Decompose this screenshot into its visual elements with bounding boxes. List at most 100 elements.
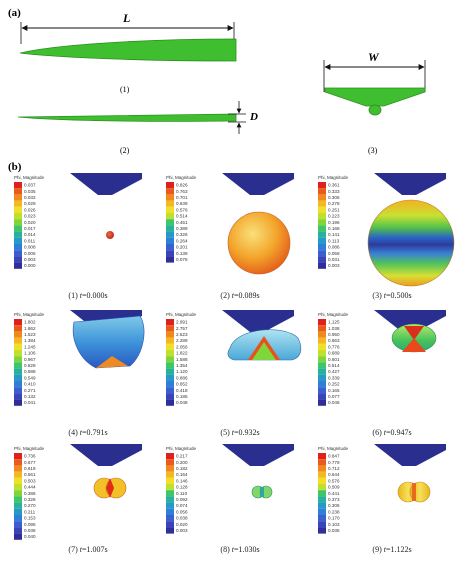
legend-swatch	[166, 399, 174, 406]
legend-value: 0.000	[24, 263, 36, 268]
legend-value: 0.026	[24, 207, 36, 212]
legend-swatch	[14, 206, 22, 213]
legend-swatch	[318, 200, 326, 207]
legend-swatch	[318, 343, 326, 350]
legend-value: 0.037	[24, 183, 36, 188]
legend-value: 0.217	[176, 454, 188, 459]
legend-value: 0.014	[24, 232, 36, 237]
legend-swatch	[318, 399, 326, 406]
legend-value: 0.333	[328, 189, 340, 194]
legend-value: 0.058	[328, 251, 340, 256]
legend-value: 0.020	[24, 220, 36, 225]
droplet	[367, 199, 455, 287]
legend-value: 0.036	[24, 528, 36, 533]
legend-value: 0.863	[328, 338, 340, 343]
legend-swatch	[166, 256, 174, 263]
panel-caption: (7) t=1.007s	[68, 545, 107, 554]
legend-value: 0.328	[24, 497, 36, 502]
legend-swatch	[14, 496, 22, 503]
legend-swatch	[14, 337, 22, 344]
legend-swatch	[14, 477, 22, 484]
legend-swatch	[14, 471, 22, 478]
plate	[222, 310, 294, 332]
legend-value: 0.074	[176, 503, 188, 508]
legend-value: 0.211	[24, 509, 36, 514]
legend-swatch	[14, 213, 22, 220]
legend-swatch	[166, 350, 174, 357]
width-symbol: W	[368, 50, 380, 64]
legend-value: 0.048	[176, 400, 188, 405]
legend-value: 0.076	[176, 257, 188, 262]
legend-title: Phi, Magnitude	[166, 312, 197, 317]
legend-swatch	[318, 515, 326, 522]
legend-value: 0.017	[24, 226, 36, 231]
legend-swatch	[14, 325, 22, 332]
legend-swatch	[166, 453, 174, 460]
legend-swatch	[318, 393, 326, 400]
legend-value: 0.418	[176, 388, 188, 393]
plate	[222, 173, 294, 195]
legend-swatch	[14, 262, 22, 269]
legend-swatch	[318, 502, 326, 509]
legend-value: 0.238	[328, 509, 340, 514]
legend-swatch	[14, 453, 22, 460]
legend-swatch	[166, 213, 174, 220]
plate	[374, 444, 446, 466]
legend-value: 0.168	[328, 226, 340, 231]
legend-swatch	[166, 343, 174, 350]
legend-value: 0.005	[24, 251, 36, 256]
legend-swatch	[14, 490, 22, 497]
legend-swatch	[166, 250, 174, 257]
legend-swatch	[14, 368, 22, 375]
legend-swatch	[14, 356, 22, 363]
legend-swatch	[166, 362, 174, 369]
legend-value: 0.652	[176, 382, 188, 387]
legend-swatch	[318, 206, 326, 213]
legend-title: Phi, Magnitude	[166, 446, 197, 451]
legend-value: 1.588	[176, 357, 188, 362]
legend-swatch	[166, 393, 174, 400]
legend-value: 0.444	[24, 485, 36, 490]
legend-swatch	[318, 508, 326, 515]
legend-value: 1.038	[328, 326, 340, 331]
legend-swatch	[318, 465, 326, 472]
legend-value: 0.165	[328, 388, 340, 393]
legend-value: 0.847	[328, 454, 340, 459]
hull-side-view	[17, 113, 237, 122]
plate	[374, 173, 446, 195]
legend-swatch	[166, 465, 174, 472]
legend-swatch	[318, 250, 326, 257]
legend-value: 0.146	[176, 478, 188, 483]
length-symbol: L	[122, 11, 130, 25]
legend-value: 0.185	[176, 394, 188, 399]
panel-caption: (4) t=0.791s	[68, 428, 107, 437]
legend-value: 0.011	[24, 238, 36, 243]
legend-value: 0.410	[24, 382, 36, 387]
legend-value: 1.662	[24, 326, 36, 331]
legend-value: 0.003	[328, 263, 340, 268]
legend-value: 0.196	[328, 220, 340, 225]
legend-swatch	[166, 521, 174, 528]
droplet-hotspot	[106, 478, 114, 498]
legend-swatch	[318, 362, 326, 369]
legend-swatch	[14, 343, 22, 350]
legend-swatch	[14, 362, 22, 369]
legend-value: 2.991	[176, 320, 188, 325]
legend-value: 2.757	[176, 326, 188, 331]
legend-swatch	[166, 490, 174, 497]
legend-value: 0.271	[24, 388, 36, 393]
legend-swatch	[318, 477, 326, 484]
legend-value: 0.644	[328, 472, 340, 477]
legend-value: 0.601	[328, 357, 340, 362]
depth-symbol: D	[249, 111, 258, 123]
legend-value: 0.326	[176, 232, 188, 237]
legend-swatch	[14, 484, 22, 491]
legend-value: 0.619	[24, 466, 36, 471]
legend-swatch	[14, 250, 22, 257]
legend-swatch	[14, 381, 22, 388]
legend-swatch	[318, 368, 326, 375]
legend-swatch	[166, 374, 174, 381]
legend-swatch	[14, 399, 22, 406]
legend-swatch	[14, 393, 22, 400]
